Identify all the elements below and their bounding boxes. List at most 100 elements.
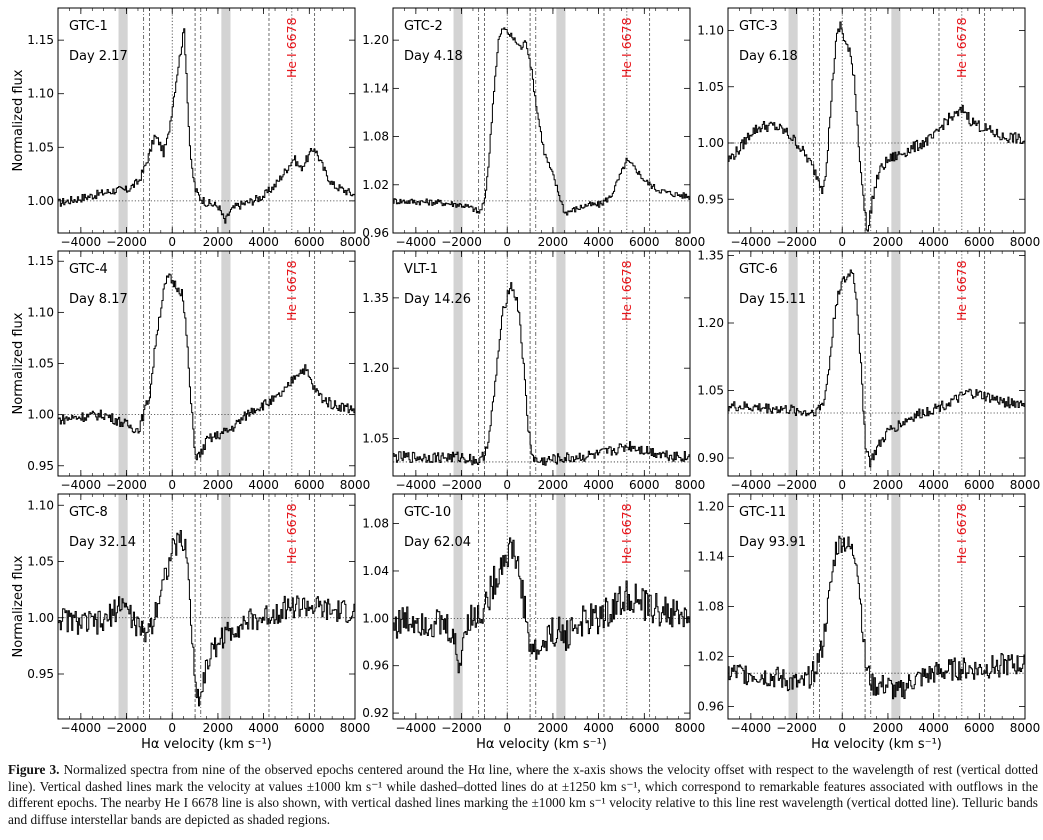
y-tick-label: 1.00 [27,611,54,625]
x-tick-label: −2000 [106,721,147,735]
shaded-band [556,251,566,476]
x-tick-label: −4000 [61,235,102,249]
panel-frame [57,250,356,477]
x-tick-label: −4000 [396,235,437,249]
spectrum-line [393,27,690,216]
x-tick-label: 6000 [629,235,660,249]
y-tick-label: 1.08 [697,600,724,614]
day-label: Day 4.18 [404,49,463,64]
shaded-band [221,251,231,476]
shaded-band [891,251,901,476]
panel-label: GTC-8 [69,505,108,520]
x-tick-label: 8000 [1010,721,1041,735]
panel-label: GTC-3 [739,19,778,34]
panel-label: GTC-4 [69,262,108,277]
he-line-label: He I 6678 [284,17,299,78]
panel-frame [57,7,356,234]
y-tick-label: 1.00 [697,136,724,150]
panel-gtc-11: −4000 −2000 0 2000 4000 6000 8000 0.96 1.02 1.08 1… [697,493,1041,752]
day-label: Day 32.14 [69,535,136,550]
x-tick-label: 6000 [964,721,995,735]
spectrum-line [728,21,1025,232]
x-tick-label: 6000 [294,478,325,492]
day-label: Day 15.11 [739,292,806,307]
y-tick-label: 1.05 [362,432,389,446]
y-tick-label: 1.02 [697,650,724,664]
y-tick-label: 0.96 [362,659,389,673]
he-line-label: He I 6678 [619,260,634,321]
x-tick-label: 2000 [203,721,234,735]
x-tick-label: −4000 [61,478,102,492]
y-tick-label: 1.08 [362,517,389,531]
shaded-band [221,494,231,719]
day-label: Day 93.91 [739,535,806,550]
x-tick-label: 0 [168,478,176,492]
x-tick-label: −4000 [396,478,437,492]
x-tick-label: −2000 [106,235,147,249]
x-tick-label: −4000 [731,721,772,735]
shaded-band [221,8,231,233]
panel-gtc-4: −4000 −2000 0 2000 4000 6000 8000 0.95 1.00 1.05 1… [11,250,371,492]
shaded-band [118,494,128,719]
panel-frame [392,250,691,477]
x-tick-label: 0 [838,235,846,249]
y-tick-label: 1.05 [697,384,724,398]
x-tick-label: 8000 [340,721,371,735]
x-tick-label: 2000 [203,235,234,249]
spectrum-line [393,282,690,466]
panel-label: GTC-2 [404,19,443,34]
y-axis-label: Normalized flux [11,555,26,657]
y-tick-label: 1.14 [362,81,389,95]
x-tick-label: 4000 [918,721,949,735]
y-tick-label: 1.05 [27,555,54,569]
shaded-band [891,494,901,719]
shaded-band [788,8,798,233]
spectra-figure: −4000 −2000 0 2000 4000 6000 8000 1.00 1.05 1.10 1… [11,7,1041,752]
day-label: Day 2.17 [69,49,128,64]
panel-label: VLT-1 [404,262,438,277]
x-tick-label: 2000 [873,478,904,492]
x-tick-label: −2000 [776,478,817,492]
x-tick-label: 6000 [294,721,325,735]
x-tick-label: 6000 [294,235,325,249]
panel-label: GTC-6 [739,262,778,277]
y-tick-label: 0.95 [27,459,54,473]
x-tick-label: 6000 [964,478,995,492]
day-label: Day 62.04 [404,535,471,550]
x-tick-label: −2000 [441,235,482,249]
x-tick-label: 0 [168,721,176,735]
panel-gtc-1: −4000 −2000 0 2000 4000 6000 8000 1.00 1.05 1.10 1… [11,7,370,249]
shaded-band [788,494,798,719]
y-tick-label: 1.02 [362,178,389,192]
panel-gtc-6: −4000 −2000 0 2000 4000 6000 8000 0.90 1.05 1.20 1… [697,249,1040,493]
x-tick-label: 2000 [538,478,569,492]
x-tick-label: 6000 [629,478,660,492]
x-tick-label: 0 [503,478,511,492]
day-label: Day 8.17 [69,292,128,307]
y-tick-label: 0.96 [697,700,724,714]
y-tick-label: 1.35 [697,249,724,263]
y-tick-label: 1.10 [697,24,724,38]
y-tick-label: 0.95 [697,192,724,206]
y-tick-label: 1.20 [362,33,389,47]
y-tick-label: 0.96 [362,226,389,240]
x-tick-label: 8000 [675,721,706,735]
y-tick-label: 1.15 [27,33,54,47]
y-axis-label: Normalized flux [11,69,26,171]
panel-label: GTC-10 [404,505,451,520]
shaded-band [788,251,798,476]
panel-frame [727,250,1026,477]
he-line-label: He I 6678 [284,260,299,321]
x-axis-label: Hα velocity (km s⁻¹) [811,737,942,752]
x-tick-label: 4000 [583,721,614,735]
y-tick-label: 1.05 [27,140,54,154]
panel-frame [727,493,1026,720]
panel-gtc-10: −4000 −2000 0 2000 4000 6000 8000 0.92 0.96 1.00 1… [362,493,706,752]
x-tick-label: 0 [168,235,176,249]
x-tick-label: 2000 [873,235,904,249]
caption-text: Normalized spectra from nine of the obse… [8,762,1038,827]
he-line-label: He I 6678 [954,17,969,78]
x-tick-label: 8000 [340,478,371,492]
y-tick-label: 0.95 [27,667,54,681]
y-tick-label: 1.05 [27,357,54,371]
